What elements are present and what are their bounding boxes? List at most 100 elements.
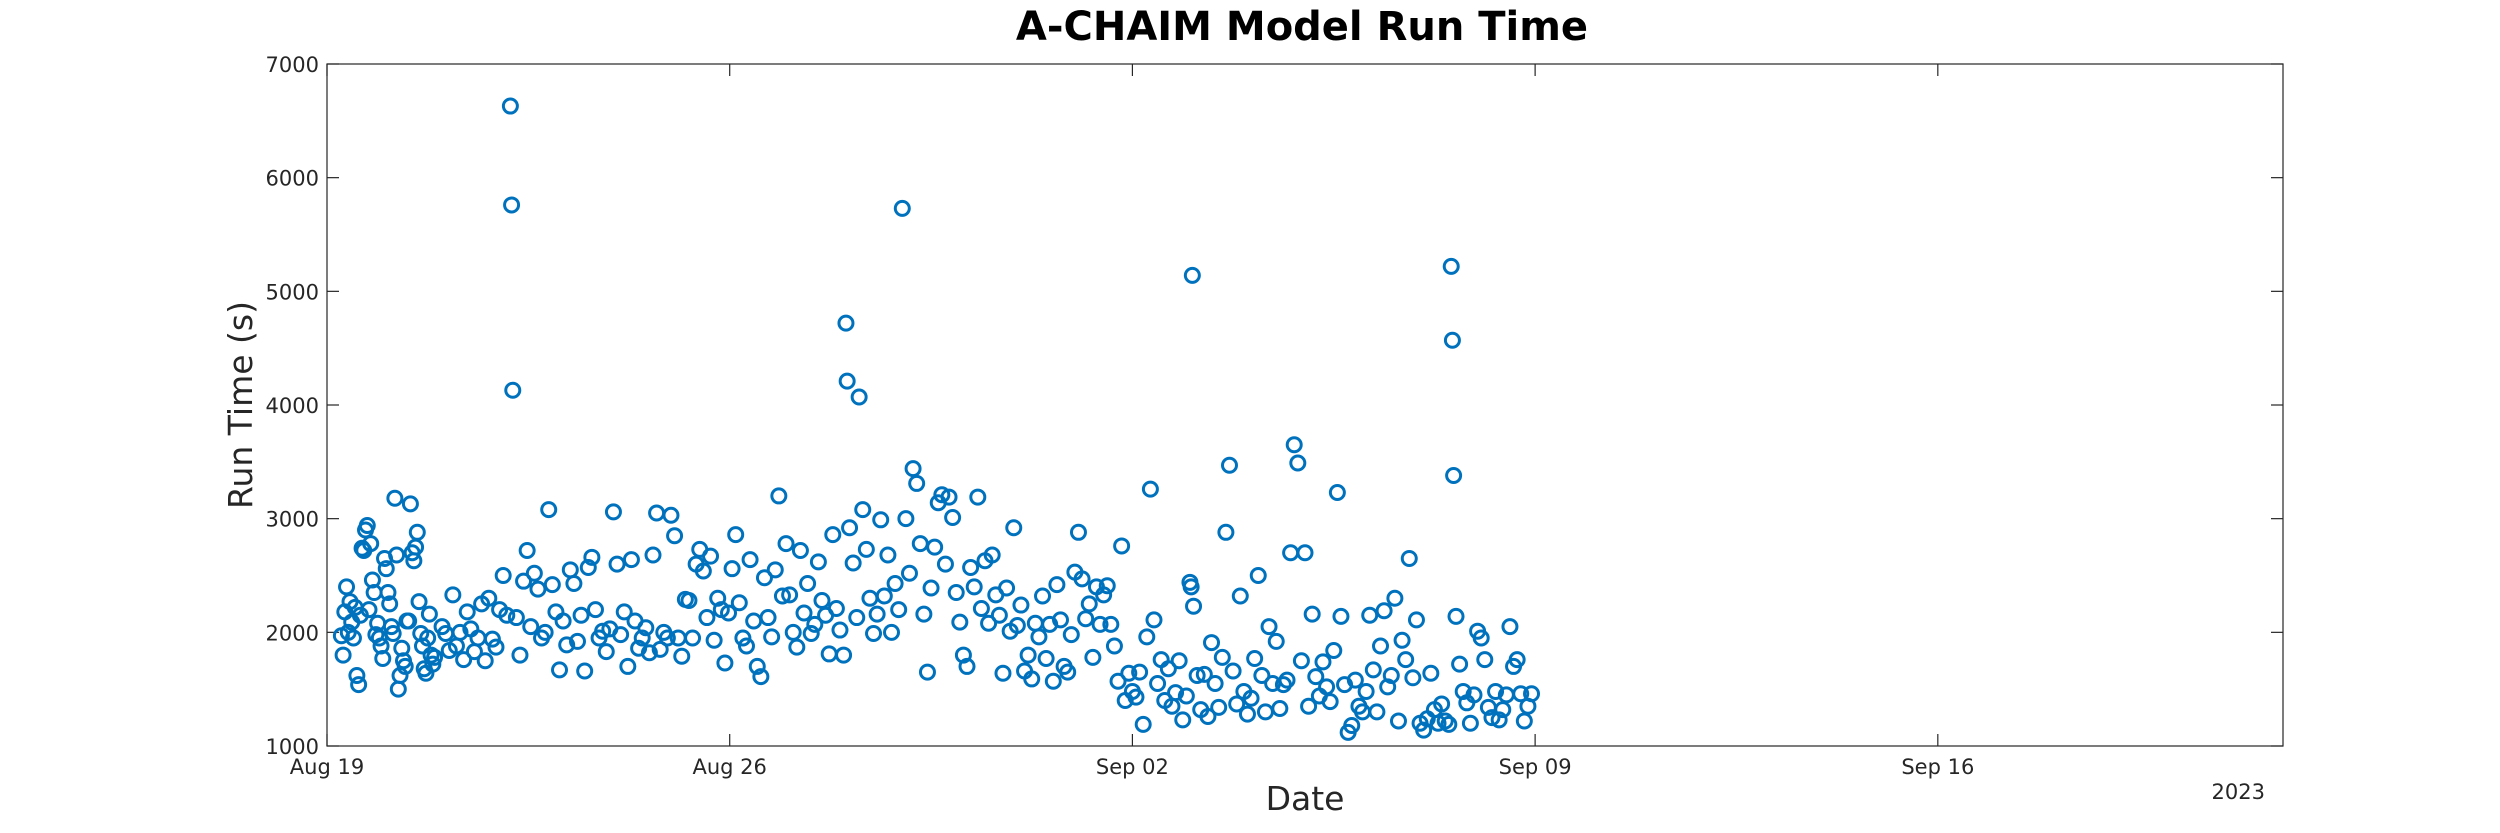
data-point: [890, 601, 908, 619]
data-point: [972, 599, 990, 617]
data-point: [666, 527, 684, 545]
data-point: [784, 623, 802, 641]
data-point: [1461, 714, 1479, 732]
data-point: [1030, 628, 1048, 646]
data-point: [983, 546, 1001, 564]
data-point: [1289, 454, 1307, 472]
data-point: [837, 314, 855, 332]
y-axis: 1000 2000 3000 4000 5000 6000 7000: [266, 53, 2283, 759]
chart-title: A-CHAIM Model Run Time: [1016, 4, 1588, 50]
y-tick-label: 6000: [266, 167, 319, 191]
data-point: [1102, 615, 1120, 633]
data-point: [720, 604, 738, 622]
y-tick-label: 7000: [266, 53, 319, 77]
data-point: [511, 646, 529, 664]
data-point: [1185, 597, 1203, 615]
data-point: [662, 506, 680, 524]
data-point: [536, 623, 554, 641]
data-point: [494, 567, 512, 584]
data-point: [644, 546, 662, 564]
data-point: [1210, 698, 1228, 716]
data-point: [1400, 549, 1418, 567]
data-point: [1238, 705, 1256, 723]
data-point: [1120, 664, 1138, 682]
data-point: [741, 551, 759, 569]
data-point: [622, 551, 640, 569]
data-point: [1228, 695, 1246, 713]
data-point: [1167, 684, 1185, 702]
data-point: [540, 501, 558, 519]
data-point: [374, 649, 392, 667]
data-point: [501, 97, 519, 115]
data-point: [883, 623, 901, 641]
data-point: [1044, 672, 1062, 690]
data-point: [612, 626, 630, 644]
data-point: [1098, 577, 1116, 595]
data-point: [1019, 646, 1037, 664]
data-point: [410, 593, 428, 611]
data-point: [1012, 596, 1030, 614]
data-point: [1382, 667, 1400, 685]
data-point: [619, 657, 637, 675]
data-point: [1325, 642, 1343, 660]
data-point: [748, 657, 766, 675]
data-point: [1080, 595, 1098, 613]
data-point: [389, 680, 407, 698]
data-point: [1267, 632, 1285, 650]
data-point: [1256, 703, 1274, 721]
x-tick-label: Sep 16: [1901, 755, 1974, 779]
data-point: [745, 612, 763, 630]
data-point: [908, 474, 926, 492]
x-axis-year-label: 2023: [2212, 780, 2265, 804]
data-point: [835, 646, 853, 664]
data-point: [382, 618, 400, 636]
data-point: [1372, 637, 1390, 655]
data-point: [401, 495, 419, 513]
data-point: [388, 546, 406, 564]
data-point: [841, 519, 859, 537]
data-point: [633, 629, 651, 647]
data-point: [684, 629, 702, 647]
data-point: [824, 526, 842, 544]
data-point: [868, 605, 886, 623]
data-point: [1436, 712, 1454, 730]
data-point: [940, 488, 958, 506]
data-point: [476, 652, 494, 670]
data-point: [1285, 436, 1303, 454]
data-point: [381, 595, 399, 613]
data-point: [694, 562, 712, 580]
data-point: [854, 501, 872, 519]
data-point: [350, 676, 368, 694]
data-point: [1105, 637, 1123, 655]
data-point: [518, 541, 536, 559]
data-point: [820, 645, 838, 663]
data-point: [806, 615, 824, 633]
data-point: [1023, 670, 1041, 688]
data-point: [1483, 709, 1501, 727]
data-point: [522, 618, 540, 636]
data-point: [702, 547, 720, 565]
data-point: [848, 609, 866, 627]
data-point: [1188, 667, 1206, 685]
data-point: [1271, 699, 1289, 717]
data-point: [897, 510, 915, 528]
data-point: [640, 644, 658, 662]
data-point: [752, 668, 770, 686]
x-axis: Aug 19 Aug 26 Sep 02 Sep 09 Sep 16: [290, 64, 1974, 779]
data-point: [483, 630, 501, 648]
data-point: [911, 535, 929, 553]
data-point: [1512, 685, 1530, 703]
data-point: [1307, 668, 1325, 686]
data-point: [334, 646, 352, 664]
data-point: [419, 629, 437, 647]
data-point: [737, 637, 755, 655]
data-point: [1231, 587, 1249, 605]
data-point: [951, 613, 969, 631]
data-point: [915, 605, 933, 623]
data-point: [1177, 687, 1195, 705]
data-point: [487, 638, 505, 656]
data-point: [1026, 614, 1044, 632]
data-point: [1442, 257, 1460, 275]
data-point: [426, 648, 444, 666]
data-point: [773, 587, 791, 605]
